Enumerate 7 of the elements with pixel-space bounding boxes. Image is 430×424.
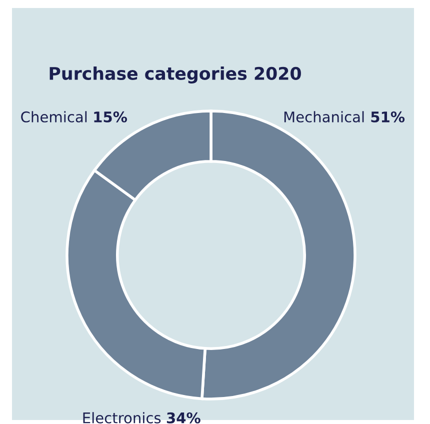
slice-label: Mechanical	[284, 111, 364, 122]
chart-title: Purchase categories 2020	[50, 66, 301, 84]
slice-label: Chemical	[21, 111, 87, 122]
data-label: 34%	[166, 412, 200, 424]
slice-label: Electronics	[83, 412, 161, 424]
data-label: 15%	[94, 111, 128, 122]
data-label: 51%	[371, 111, 405, 122]
